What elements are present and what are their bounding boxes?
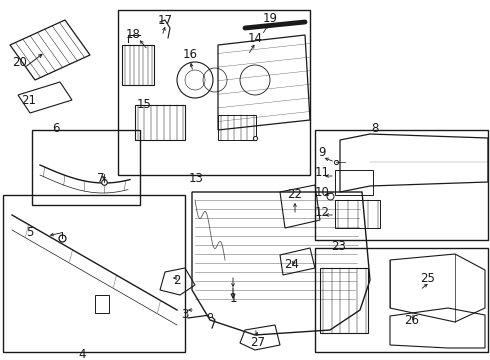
Text: 5: 5 [26,225,34,238]
Text: 6: 6 [52,122,60,135]
Bar [118,10,310,175]
Text: 8: 8 [371,122,379,135]
Text: 1: 1 [229,292,237,305]
Text: 18: 18 [125,28,141,41]
Bar [32,130,140,205]
Text: 15: 15 [137,99,151,112]
Text: 3: 3 [181,309,189,321]
Text: 4: 4 [78,347,86,360]
Bar [315,130,488,240]
Text: 17: 17 [157,13,172,27]
Bar [315,248,488,352]
Text: 10: 10 [315,185,329,198]
Bar [122,45,154,85]
Text: 19: 19 [263,12,277,24]
Text: 27: 27 [250,336,266,348]
Text: 9: 9 [318,147,326,159]
Bar [95,295,109,313]
Text: 12: 12 [315,206,329,219]
Text: 2: 2 [173,274,181,287]
Bar [320,268,368,333]
Bar [3,195,185,352]
Text: 11: 11 [315,166,329,180]
Bar [218,115,256,140]
Text: 25: 25 [420,271,436,284]
Text: 14: 14 [247,31,263,45]
Text: 22: 22 [288,189,302,202]
Bar [135,105,185,140]
Text: 24: 24 [285,258,299,271]
Text: 16: 16 [182,49,197,62]
Text: 26: 26 [405,314,419,327]
Text: 23: 23 [332,239,346,252]
Text: 7: 7 [97,171,105,184]
Text: 20: 20 [13,55,27,68]
Bar [335,170,373,195]
Bar [335,200,380,228]
Text: 21: 21 [22,94,36,107]
Text: 13: 13 [189,172,203,185]
